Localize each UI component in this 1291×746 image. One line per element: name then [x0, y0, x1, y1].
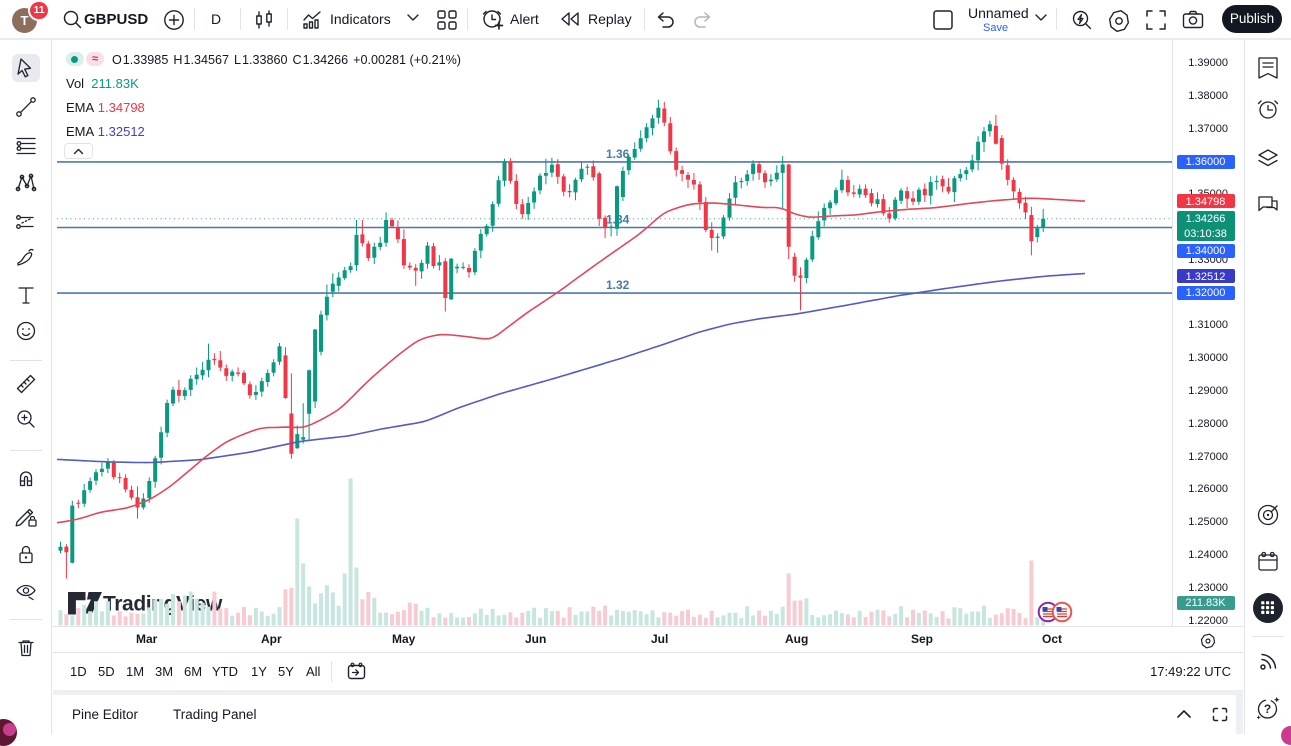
svg-text:?: ? — [1264, 702, 1271, 716]
svg-text:1.36: 1.36 — [606, 147, 630, 161]
svg-text:1.32: 1.32 — [606, 278, 630, 292]
svg-text:TradingView: TradingView — [103, 593, 223, 616]
